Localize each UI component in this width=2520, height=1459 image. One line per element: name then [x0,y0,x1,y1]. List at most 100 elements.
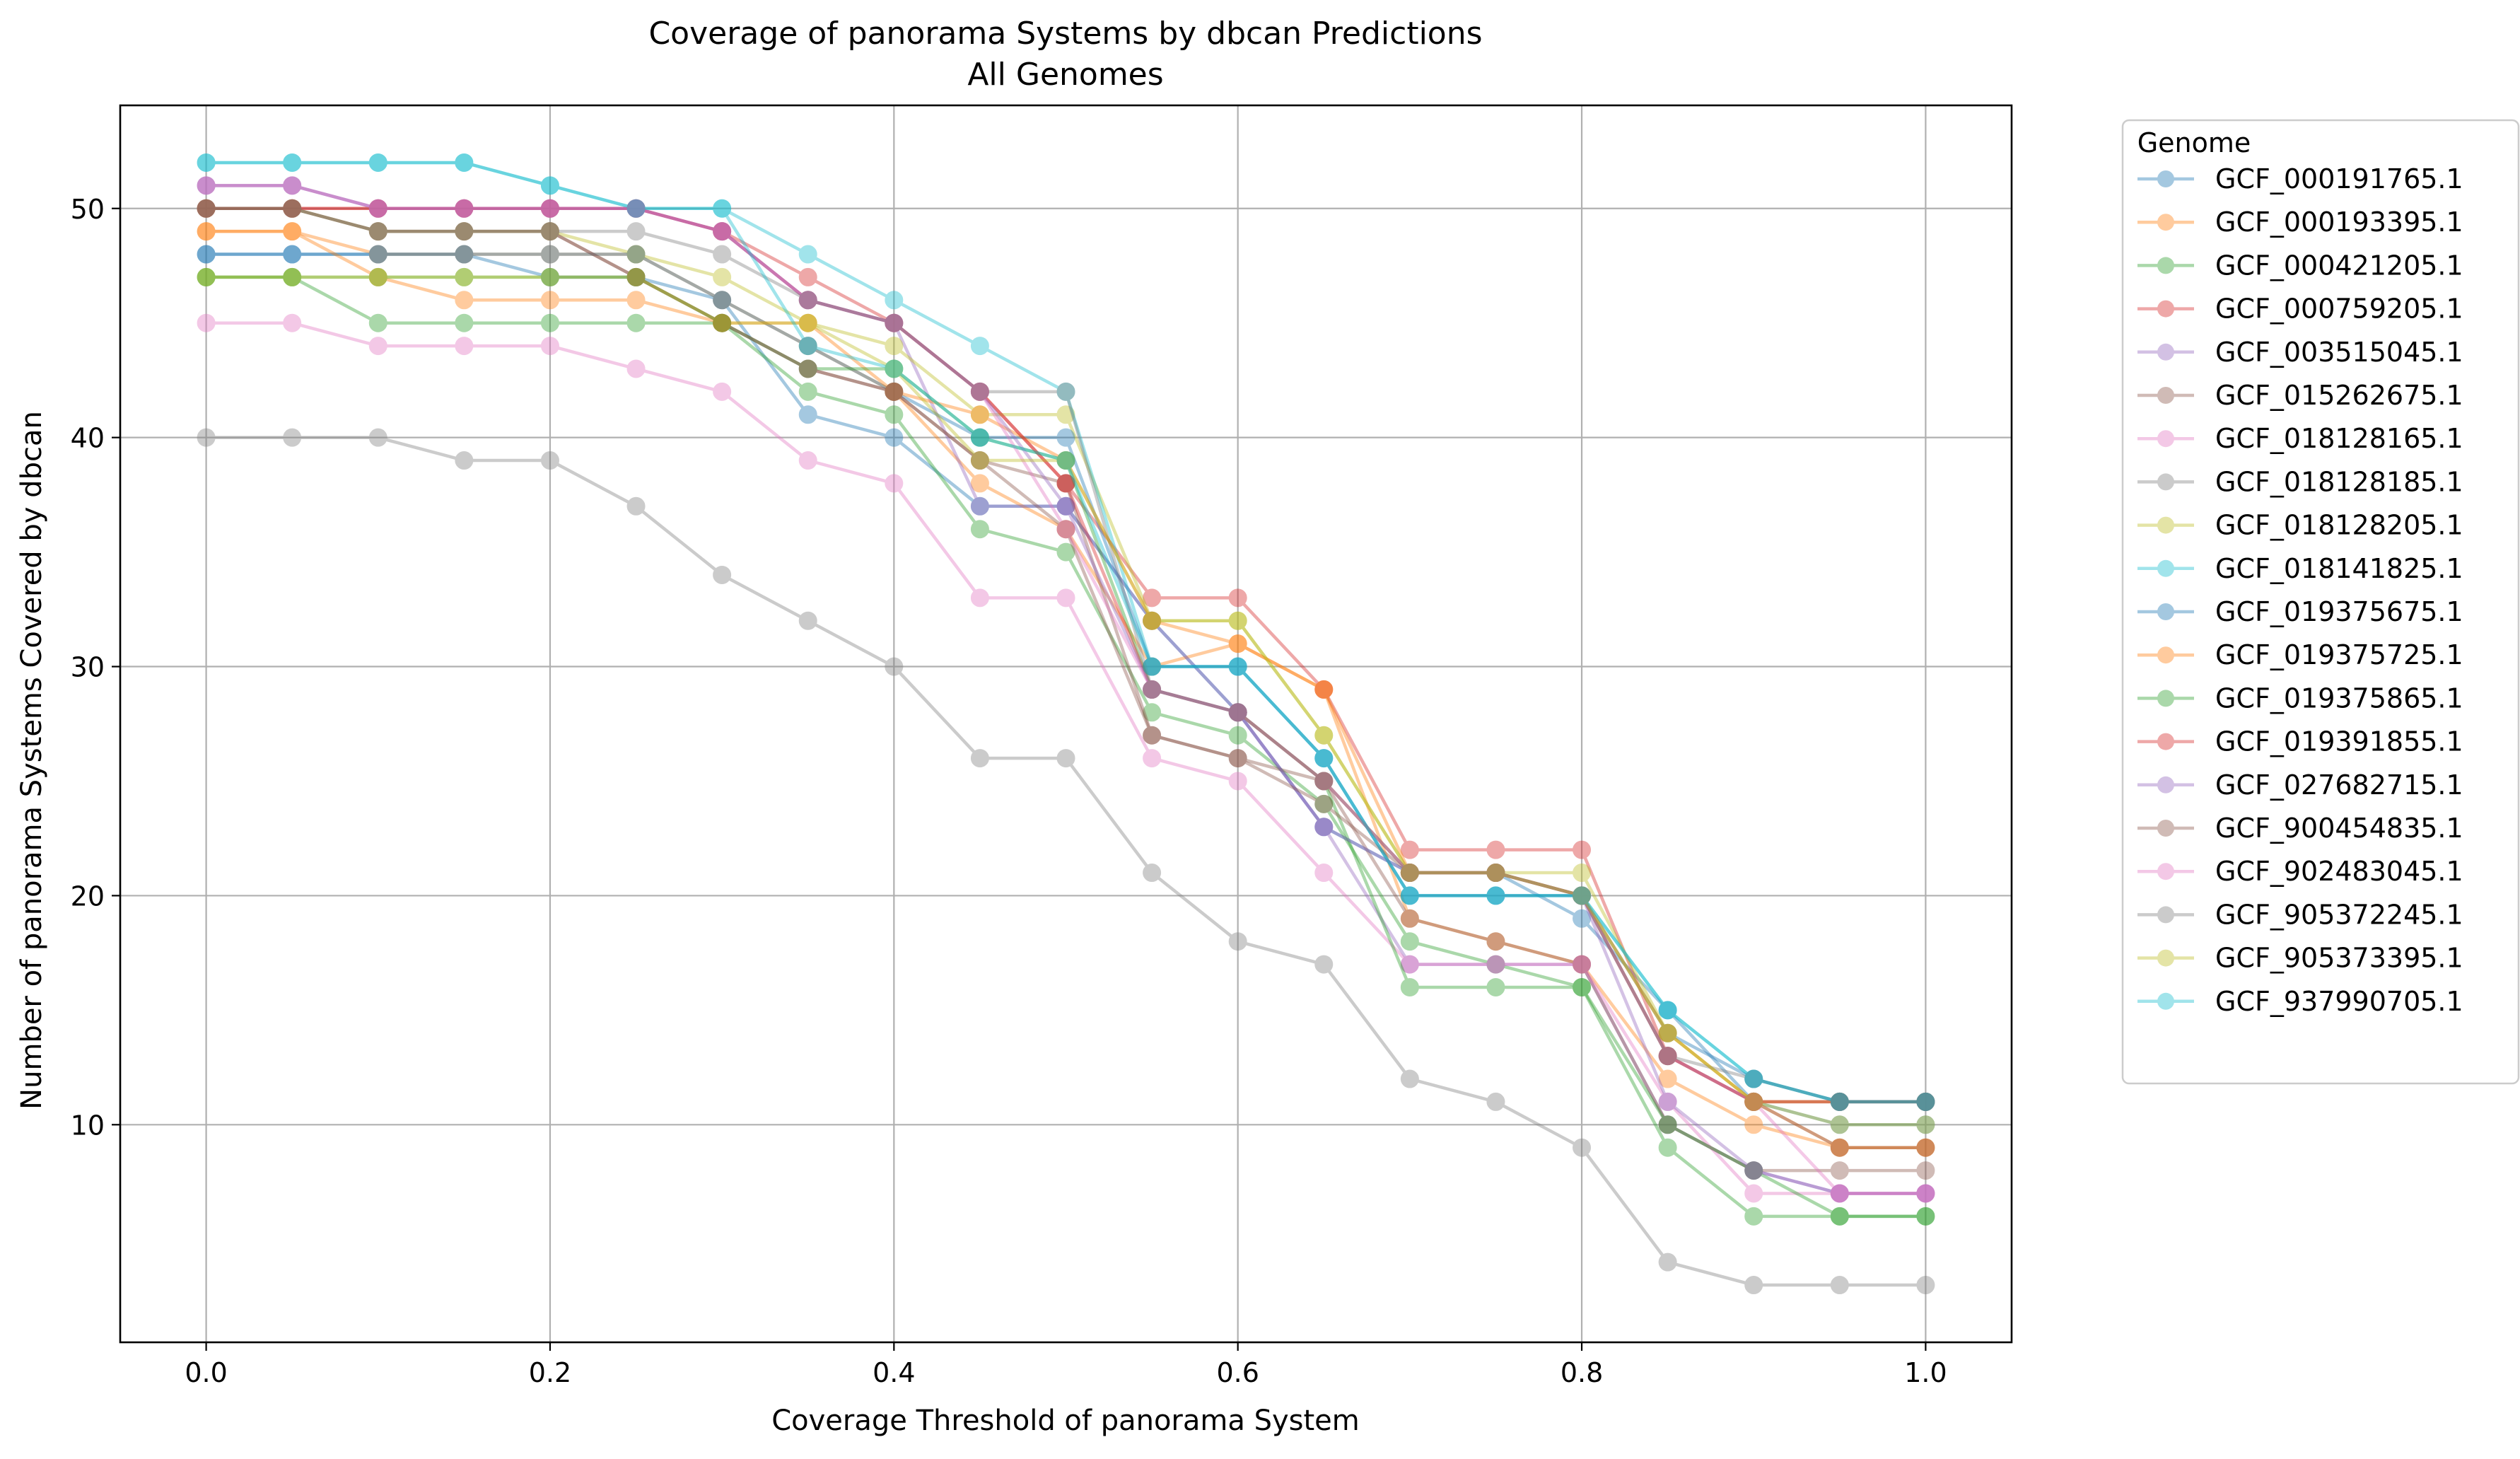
data-point [1143,680,1162,699]
data-point [1658,1115,1677,1134]
data-point [540,199,559,218]
plot-area-frame [119,104,2013,1344]
data-point [713,222,732,241]
data-point [885,359,904,378]
data-point [885,405,904,424]
legend-swatch-marker [2157,559,2174,577]
data-point [713,245,732,264]
data-point [1486,864,1505,883]
legend-entry: GCF_937990705.1 [2137,986,2463,1017]
data-point [626,359,646,378]
data-point [1056,451,1075,470]
data-point [1228,634,1247,653]
data-point [1658,1047,1677,1066]
grid-lines [120,105,2012,1342]
data-point [798,291,817,310]
y-tick-label: 10 [71,1110,105,1141]
legend-swatch [2137,343,2194,361]
data-point [1400,864,1419,883]
legend-swatch [2137,430,2194,448]
data-point [1228,703,1247,722]
data-point [540,337,559,356]
legend-swatch [2137,646,2194,664]
data-point [455,222,474,241]
data-point [455,245,474,264]
data-point [368,245,387,264]
data-point [1056,520,1075,539]
legend-swatch [2137,992,2194,1010]
data-point [1658,1047,1677,1066]
data-point [626,267,646,286]
series-GCF_905372245.1 [197,199,1935,1111]
data-point [1143,726,1162,745]
data-point [1744,1069,1763,1088]
data-point [1573,886,1592,905]
legend-swatch-marker [2157,257,2174,274]
data-point [1744,1115,1763,1134]
data-point [197,199,216,218]
legend-entry: GCF_019375865.1 [2137,682,2463,714]
legend-entry: GCF_900454835.1 [2137,813,2463,844]
data-point [713,382,732,401]
data-point [368,267,387,286]
data-point [1573,977,1592,996]
series-GCF_000191765.1 [197,245,1935,1134]
data-point [1314,772,1334,791]
data-point [1228,657,1247,676]
data-point [1486,932,1505,951]
data-point [1916,1138,1935,1157]
data-point [1916,1138,1935,1157]
data-point [540,222,559,241]
data-point [455,245,474,264]
data-point [1056,428,1075,447]
data-point [283,199,302,218]
legend-swatch-marker [2157,906,2174,924]
data-point [1400,864,1419,883]
legend-swatch-marker [2157,690,2174,707]
x-tick-label: 0.0 [185,1357,227,1388]
x-axis-label: Coverage Threshold of panorama System [771,1405,1360,1437]
data-point [1830,1184,1849,1203]
axis-ticks: 0.0 0.2 0.4 0.6 0.8 1.0 10 20 30 40 50 [71,194,1947,1388]
data-point [283,267,302,286]
data-point [713,199,732,218]
data-point [626,267,646,286]
data-point [626,222,646,241]
data-point [1314,726,1334,745]
data-point [970,382,989,401]
data-point [885,313,904,332]
data-point [1744,1161,1763,1180]
data-point [970,496,989,516]
legend-label: GCF_027682715.1 [2215,769,2463,801]
data-point [540,176,559,195]
data-point [713,313,732,332]
data-point [1314,772,1334,791]
y-tick-label: 30 [71,652,105,683]
data-point [197,199,216,218]
legend-label: GCF_902483045.1 [2215,856,2463,887]
legend-swatch-marker [2157,820,2174,837]
data-point [197,199,216,218]
data-point [798,337,817,356]
legend-swatch-marker [2157,343,2174,361]
series-lines [197,153,1935,1295]
data-point [1573,909,1592,928]
data-point [283,245,302,264]
legend-entry: GCF_000759205.1 [2137,293,2463,325]
data-point [970,451,989,470]
data-point [368,222,387,241]
legend-entry: GCF_000193395.1 [2137,207,2463,238]
legend-swatch [2137,214,2194,231]
data-point [283,153,302,172]
data-point [713,267,732,286]
data-point [1573,886,1592,905]
data-point [1830,1092,1849,1111]
data-point [713,313,732,332]
data-point [1314,749,1334,768]
data-point [1228,703,1247,722]
data-point [798,451,817,470]
data-point [1830,1184,1849,1203]
data-point [1916,1184,1935,1203]
legend-swatch-marker [2157,170,2174,187]
data-point [1228,611,1247,630]
